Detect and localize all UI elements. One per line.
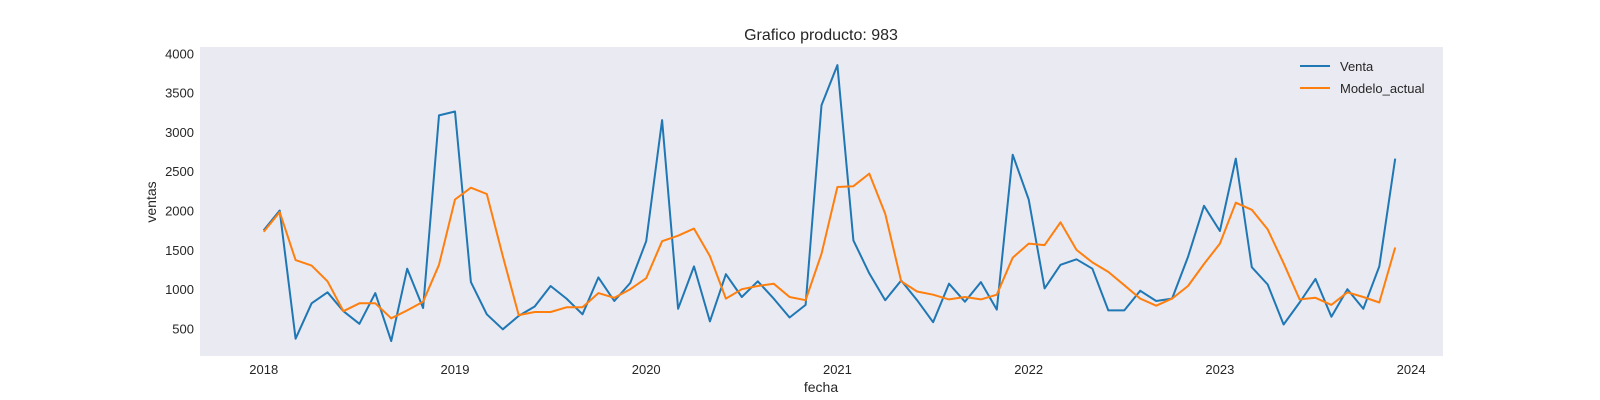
y-tick-label: 4000 xyxy=(165,46,194,61)
x-axis-title: fecha xyxy=(804,379,838,395)
y-tick-label: 3500 xyxy=(165,86,194,101)
x-tick-label: 2024 xyxy=(1397,362,1426,377)
x-tick-label: 2021 xyxy=(823,362,852,377)
y-tick-label: 3000 xyxy=(165,125,194,140)
x-tick-label: 2020 xyxy=(632,362,661,377)
y-axis-ticks: 500 1000 1500 2000 2500 3000 3500 4000 xyxy=(165,46,194,336)
y-tick-label: 2000 xyxy=(165,204,194,219)
y-tick-label: 500 xyxy=(172,321,194,336)
series-lines xyxy=(262,64,1397,343)
x-axis-ticks: 2018 2019 2020 2021 2022 2023 2024 xyxy=(249,362,1425,377)
x-tick-label: 2023 xyxy=(1205,362,1234,377)
y-tick-label: 2500 xyxy=(165,164,194,179)
chart-title: Grafico producto: 983 xyxy=(744,27,898,44)
x-tick-label: 2019 xyxy=(441,362,470,377)
legend: Venta Modelo_actual xyxy=(1300,59,1425,96)
x-tick-label: 2022 xyxy=(1014,362,1043,377)
plot-area xyxy=(200,47,1443,356)
x-tick-label: 2018 xyxy=(249,362,278,377)
series-line-venta xyxy=(262,64,1397,343)
legend-label-modelo-actual: Modelo_actual xyxy=(1340,81,1425,96)
y-tick-label: 1000 xyxy=(165,282,194,297)
legend-label-venta: Venta xyxy=(1340,59,1374,74)
series-line-modelo-actual xyxy=(262,172,1397,320)
y-tick-label: 1500 xyxy=(165,243,194,258)
y-axis-title: ventas xyxy=(143,181,159,222)
